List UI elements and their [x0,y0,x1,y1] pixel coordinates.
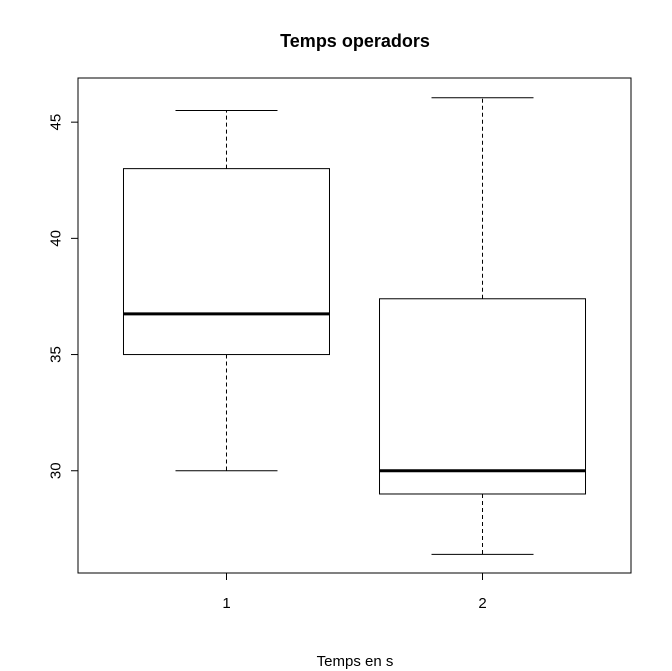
x-axis-title: Temps en s [317,653,394,670]
x-tick-label: 2 [478,595,486,612]
iqr-box [122,168,330,356]
x-tick-label: 1 [222,595,230,612]
box-group-2 [379,97,587,555]
box-group-1 [122,110,330,472]
iqr-box [379,298,587,495]
chart-title: Temps operadors [280,31,430,51]
y-axis: 30 35 40 45 [48,114,79,479]
y-tick-label: 45 [48,114,65,131]
boxes-layer [122,97,587,555]
y-tick-label: 35 [48,346,65,363]
y-tick-label: 30 [48,462,65,479]
y-tick-label: 40 [48,230,65,247]
